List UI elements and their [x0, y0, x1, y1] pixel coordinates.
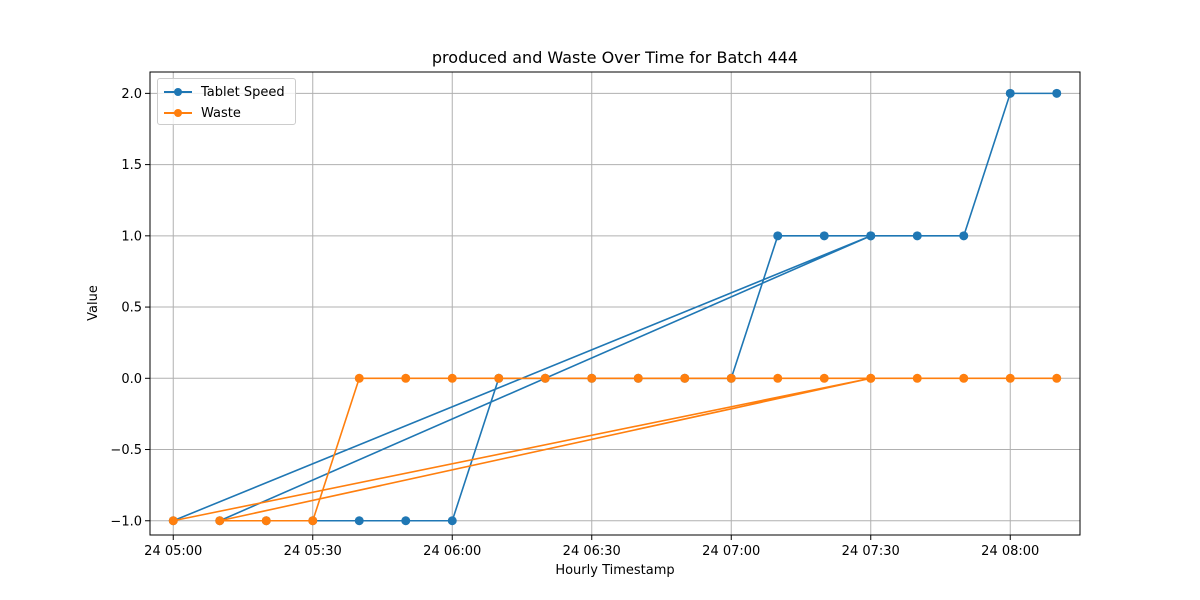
series-layer — [168, 88, 1062, 526]
y-tick-label: −0.5 — [110, 443, 142, 458]
data-point-waste — [1052, 373, 1062, 383]
data-point-tablet-speed — [1005, 88, 1015, 98]
data-point-tablet-speed — [1052, 88, 1062, 98]
plot-frame — [149, 71, 1081, 536]
legend-item-tablet-speed: Tablet Speed — [158, 82, 285, 102]
data-point-waste — [494, 373, 504, 383]
x-tick-label: 24 07:00 — [702, 544, 760, 559]
data-point-waste — [680, 373, 690, 383]
ticks: 24 05:00 24 05:30 24 06:00 24 06:30 24 07:00… — [110, 87, 1039, 559]
data-point-waste — [540, 373, 550, 383]
x-tick-label: 24 06:00 — [423, 544, 481, 559]
data-point-waste — [959, 373, 969, 383]
legend: Tablet Speed Waste — [157, 78, 296, 125]
legend-label-tablet-speed: Tablet Speed — [201, 84, 285, 100]
data-point-tablet-speed — [773, 231, 783, 241]
x-tick-label: 24 08:00 — [981, 544, 1039, 559]
chart-title: produced and Waste Over Time for Batch 4… — [432, 48, 798, 67]
data-point-waste — [866, 373, 876, 383]
y-tick-label: 1.5 — [121, 158, 142, 173]
data-point-tablet-speed — [866, 231, 876, 241]
legend-swatch-waste — [164, 106, 192, 120]
x-axis-label: Hourly Timestamp — [555, 563, 674, 578]
x-tick-label: 24 07:30 — [842, 544, 900, 559]
data-point-waste — [587, 373, 597, 383]
data-point-tablet-speed — [912, 231, 922, 241]
data-point-tablet-speed — [354, 516, 364, 526]
data-point-waste — [1005, 373, 1015, 383]
data-point-waste — [308, 516, 318, 526]
x-tick-label: 24 05:00 — [144, 544, 202, 559]
data-point-waste — [168, 516, 178, 526]
y-tick-label: 0.0 — [121, 372, 142, 387]
data-point-waste — [773, 373, 783, 383]
data-point-waste — [215, 516, 225, 526]
data-point-waste — [447, 373, 457, 383]
legend-item-waste: Waste — [158, 103, 241, 123]
data-point-tablet-speed — [959, 231, 969, 241]
y-tick-label: 2.0 — [121, 87, 142, 102]
data-point-tablet-speed — [819, 231, 829, 241]
data-point-tablet-speed — [401, 516, 411, 526]
data-point-waste — [354, 373, 364, 383]
y-axis-label: Value — [86, 285, 101, 321]
x-tick-label: 24 06:30 — [563, 544, 621, 559]
data-point-waste — [912, 373, 922, 383]
x-tick-label: 24 05:30 — [284, 544, 342, 559]
data-point-tablet-speed — [447, 516, 457, 526]
legend-label-waste: Waste — [201, 105, 241, 121]
y-tick-label: −1.0 — [110, 514, 142, 529]
data-point-waste — [819, 373, 829, 383]
grid — [150, 72, 1080, 535]
data-point-waste — [633, 373, 643, 383]
legend-swatch-tablet-speed — [164, 85, 192, 99]
y-tick-label: 1.0 — [121, 229, 142, 244]
data-point-waste — [726, 373, 736, 383]
data-point-waste — [401, 373, 411, 383]
data-point-waste — [261, 516, 271, 526]
y-tick-label: 0.5 — [121, 301, 142, 316]
